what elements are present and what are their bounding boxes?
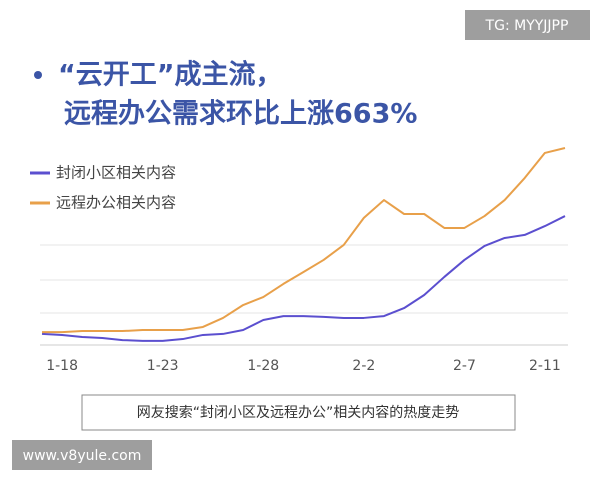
grid: [40, 244, 568, 346]
watermark-box: [465, 10, 590, 40]
x-tick-label: 2-7: [453, 358, 476, 374]
x-tick-label: 2-2: [352, 358, 375, 374]
x-tick-label: 1-18: [46, 358, 78, 374]
watermark: www.v8yule.com: [23, 448, 142, 464]
series-line: [42, 147, 566, 334]
series-line: [41, 215, 566, 342]
x-tick-label: 1-23: [147, 358, 179, 374]
caption-box: [81, 394, 516, 431]
chart-title: “云开工”成主流，: [58, 60, 283, 91]
legend-label: 远程办公相关内容: [56, 194, 176, 212]
bullet: [34, 71, 42, 79]
x-tick-label: 1-28: [247, 358, 279, 374]
caption: 网友搜索“封闭小区及远程办公”相关内容的热度走势: [137, 404, 460, 421]
x-tick-label: 2-11: [529, 358, 561, 374]
chart-title: 远程办公需求环比上涨663%: [64, 99, 417, 130]
watermark: TG: MYYJJPP: [485, 18, 569, 34]
legend-label: 封闭小区相关内容: [56, 164, 176, 182]
watermark-box: [12, 440, 152, 470]
